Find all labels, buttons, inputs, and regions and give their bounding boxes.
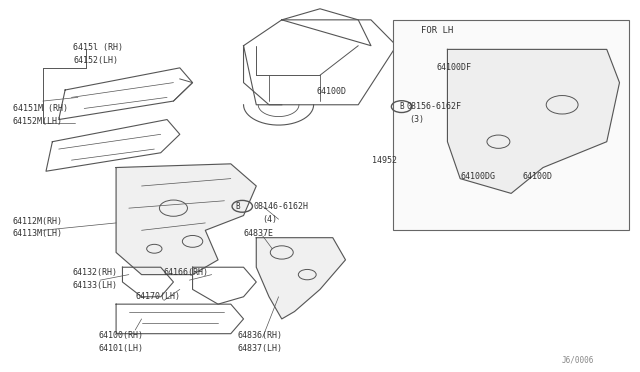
Text: 64152M(LH): 64152M(LH): [13, 117, 63, 126]
Polygon shape: [116, 164, 256, 275]
Text: 64836(RH): 64836(RH): [237, 331, 282, 340]
Text: 64166(RH): 64166(RH): [164, 268, 209, 277]
Text: 64113M(LH): 64113M(LH): [13, 230, 63, 238]
Text: 6415l (RH): 6415l (RH): [74, 43, 124, 52]
Text: FOR LH: FOR LH: [420, 26, 453, 35]
Text: (3): (3): [409, 115, 424, 124]
Text: 08156-6162F: 08156-6162F: [406, 102, 461, 111]
Text: 64837E: 64837E: [244, 230, 273, 238]
Polygon shape: [447, 49, 620, 193]
Text: J6/0006: J6/0006: [562, 356, 595, 365]
Text: B: B: [236, 202, 240, 211]
Text: 64837(LH): 64837(LH): [237, 344, 282, 353]
Text: (4): (4): [262, 215, 278, 224]
Text: B: B: [399, 102, 404, 111]
Text: 64133(LH): 64133(LH): [73, 281, 118, 290]
Text: 64100(RH): 64100(RH): [99, 331, 143, 340]
Text: 64101(LH): 64101(LH): [99, 344, 143, 353]
Text: 64112M(RH): 64112M(RH): [13, 217, 63, 225]
Text: 08146-6162H: 08146-6162H: [253, 202, 308, 211]
Text: 64100DF: 64100DF: [436, 63, 472, 72]
Text: 64152(LH): 64152(LH): [74, 56, 118, 65]
Text: 64170(LH): 64170(LH): [135, 292, 180, 301]
Text: 64100D: 64100D: [523, 172, 552, 181]
Text: 64132(RH): 64132(RH): [73, 268, 118, 277]
Polygon shape: [256, 238, 346, 319]
Text: 64100DG: 64100DG: [460, 172, 495, 181]
Text: 14952: 14952: [372, 155, 397, 165]
Text: 64100D: 64100D: [316, 87, 346, 96]
Text: 64151M (RH): 64151M (RH): [13, 104, 68, 113]
Bar: [394, 20, 629, 230]
